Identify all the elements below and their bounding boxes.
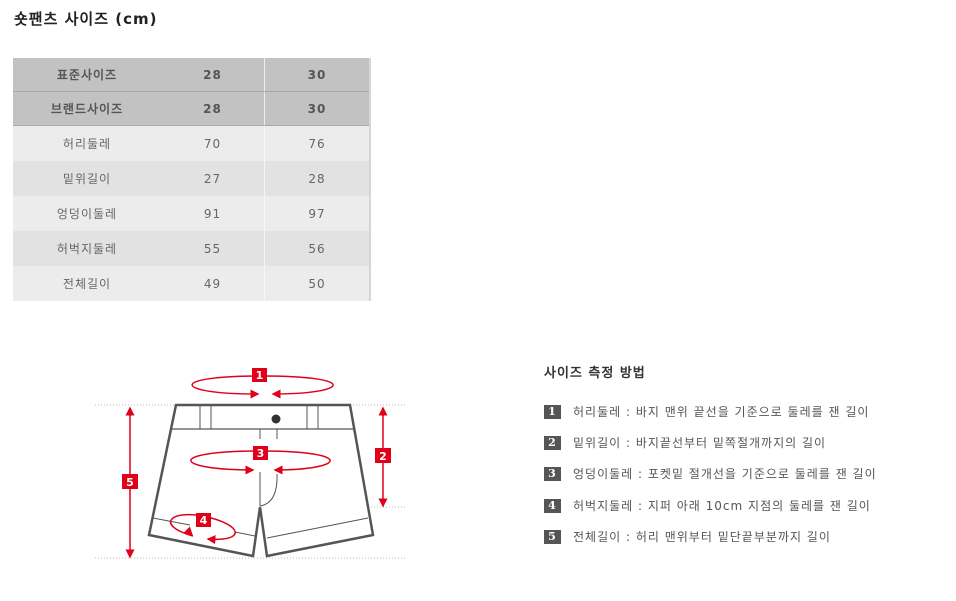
page-title: 숏팬츠 사이즈 (cm) [14,10,158,28]
method-item: 2 밑위길이 : 바지끝선부터 밑쪽절개까지의 길이 [544,434,826,451]
row-label: 브랜드사이즈 [13,91,161,126]
method-text: 엉덩이둘레 : 포켓밑 절개선을 기준으로 둘레를 잰 길이 [573,467,877,481]
cell: 30 [264,58,371,92]
cell: 56 [264,231,371,266]
cell: 28 [161,58,265,92]
number-badge: 3 [544,466,561,481]
row-label: 허리둘레 [13,125,161,161]
number-badge: 2 [544,435,561,450]
cell: 27 [161,161,265,196]
method-title: 사이즈 측정 방법 [544,366,646,381]
cell: 30 [264,91,371,126]
row-label: 표준사이즈 [13,58,161,92]
method-text: 전체길이 : 허리 맨위부터 밑단끝부분까지 길이 [573,530,831,544]
number-badge: 4 [544,498,561,513]
method-text: 허벅지둘레 : 지퍼 아래 10cm 지점의 둘레를 잰 길이 [573,499,871,513]
table-row: 밑위길이 27 28 [13,161,371,196]
shorts-measurement-diagram: 1 3 4 5 2 [95,368,405,559]
method-text: 밑위길이 : 바지끝선부터 밑쪽절개까지의 길이 [573,436,827,450]
cell: 76 [264,125,371,161]
marker-2: 2 [379,450,387,463]
shorts-outline [147,403,375,558]
table-row: 허리둘레 70 76 [13,125,371,161]
cell: 28 [161,91,265,126]
cell: 91 [161,196,265,231]
table-row: 엉덩이둘레 91 97 [13,196,371,231]
table-header-row: 표준사이즈 28 30 [13,58,371,92]
table-header-row: 브랜드사이즈 28 30 [13,91,371,126]
size-table: 표준사이즈 28 30 브랜드사이즈 28 30 허리둘레 70 76 밑위길이… [13,58,371,301]
row-label: 허벅지둘레 [13,231,161,266]
cell: 28 [264,161,371,196]
cell: 70 [161,125,265,161]
number-badge: 5 [544,529,561,544]
method-text: 허리둘레 : 바지 맨위 끝선을 기준으로 둘레를 잰 길이 [573,405,870,419]
cell: 97 [264,196,371,231]
cell: 50 [264,266,371,301]
table-row: 허벅지둘레 55 56 [13,231,371,266]
table-row: 전체길이 49 50 [13,266,371,301]
method-item: 1 허리둘레 : 바지 맨위 끝선을 기준으로 둘레를 잰 길이 [544,403,869,420]
number-badge: 1 [544,404,561,419]
marker-1: 1 [256,369,264,382]
method-item: 4 허벅지둘레 : 지퍼 아래 10cm 지점의 둘레를 잰 길이 [544,497,871,514]
row-label: 밑위길이 [13,161,161,196]
cell: 55 [161,231,265,266]
method-item: 3 엉덩이둘레 : 포켓밑 절개선을 기준으로 둘레를 잰 길이 [544,465,877,482]
method-item: 5 전체길이 : 허리 맨위부터 밑단끝부분까지 길이 [544,528,831,545]
row-label: 엉덩이둘레 [13,196,161,231]
button-icon [271,414,281,424]
marker-5: 5 [126,476,134,489]
cell: 49 [161,266,265,301]
marker-4: 4 [200,514,208,527]
row-label: 전체길이 [13,266,161,301]
marker-3: 3 [257,447,265,460]
